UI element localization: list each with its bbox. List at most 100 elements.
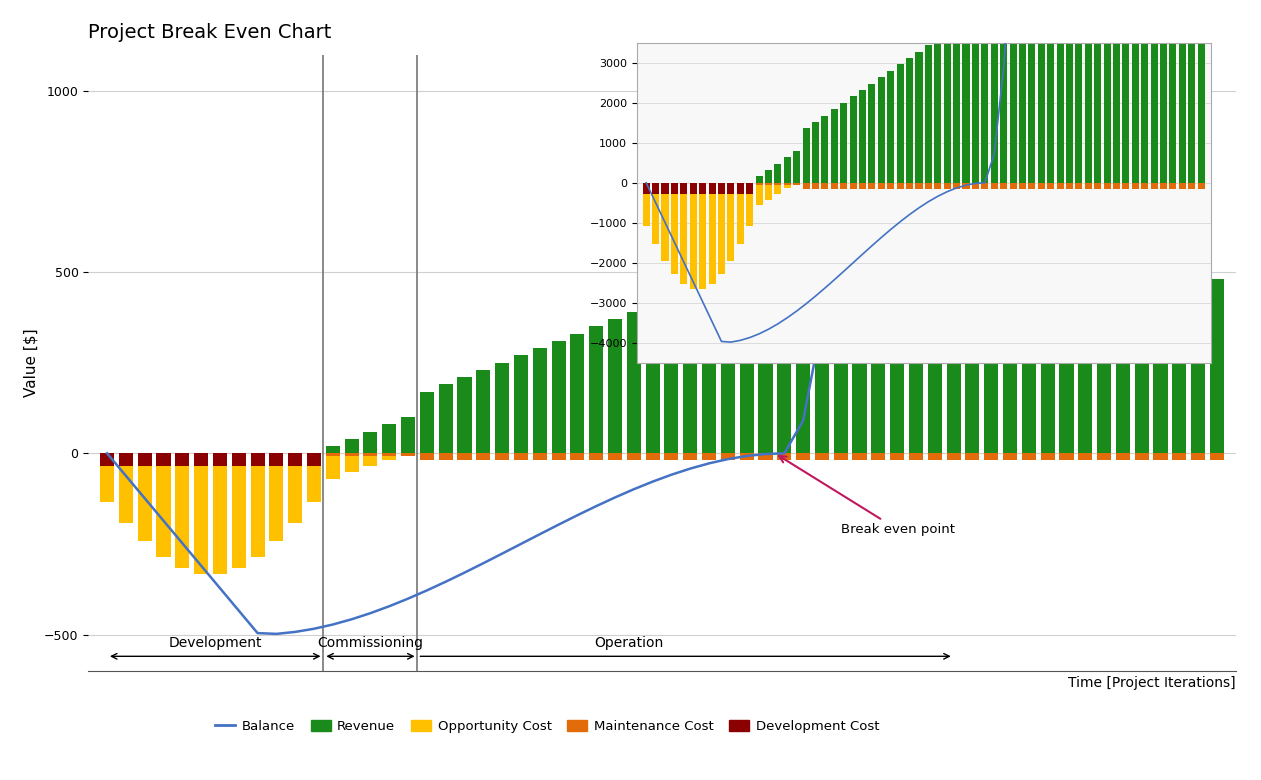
Bar — [831, 109, 837, 183]
Bar — [736, 183, 744, 194]
Bar — [871, 453, 885, 460]
Bar — [646, 453, 660, 460]
Bar — [840, 183, 847, 189]
Bar — [915, 183, 923, 189]
Bar — [496, 453, 509, 460]
Bar — [962, 183, 970, 189]
Bar — [1059, 279, 1073, 453]
Bar — [815, 453, 828, 460]
Bar — [981, 183, 989, 189]
Bar — [1113, 183, 1120, 189]
Bar — [344, 453, 358, 456]
Bar — [852, 453, 866, 460]
Bar — [1154, 453, 1168, 460]
Bar — [251, 466, 265, 557]
Bar — [1198, 183, 1204, 189]
Bar — [1040, 453, 1054, 460]
Bar — [1002, 279, 1018, 453]
Bar — [907, 58, 913, 183]
Bar — [871, 279, 885, 453]
Bar — [802, 183, 810, 189]
Bar — [652, 183, 660, 194]
Bar — [1076, 183, 1082, 189]
Bar — [156, 466, 170, 557]
Bar — [608, 319, 622, 453]
Bar — [608, 453, 622, 460]
Bar — [382, 453, 396, 456]
Bar — [943, 183, 951, 189]
Bar — [683, 453, 697, 460]
Bar — [1038, 183, 1045, 189]
Bar — [1066, 30, 1073, 183]
Bar — [991, 183, 997, 189]
Bar — [680, 194, 687, 284]
Bar — [100, 453, 115, 466]
Bar — [270, 453, 284, 466]
Bar — [928, 279, 942, 453]
Bar — [897, 65, 904, 183]
Bar — [981, 183, 989, 189]
Bar — [709, 194, 715, 284]
Bar — [878, 183, 885, 189]
Bar — [1160, 183, 1168, 189]
Bar — [1173, 453, 1187, 460]
Bar — [1047, 183, 1054, 189]
Bar — [915, 51, 923, 183]
Bar — [1078, 279, 1092, 453]
Bar — [888, 183, 894, 189]
Bar — [420, 453, 434, 460]
Bar — [702, 453, 716, 460]
Bar — [1188, 183, 1195, 189]
Bar — [232, 453, 246, 466]
Bar — [1173, 279, 1187, 453]
Bar — [755, 183, 763, 205]
Bar — [928, 453, 942, 460]
Bar — [878, 183, 885, 189]
Bar — [1021, 453, 1035, 460]
Bar — [551, 341, 566, 453]
Bar — [984, 279, 999, 453]
Bar — [934, 183, 941, 189]
Bar — [100, 466, 115, 502]
Bar — [514, 453, 528, 460]
Bar — [1019, 30, 1026, 183]
Bar — [1097, 279, 1111, 453]
Bar — [740, 453, 754, 460]
Bar — [194, 466, 208, 574]
Bar — [1002, 453, 1018, 460]
Bar — [1103, 30, 1111, 183]
Bar — [821, 183, 828, 189]
Bar — [747, 194, 753, 226]
Bar — [1019, 183, 1026, 189]
Bar — [850, 97, 856, 183]
Bar — [947, 279, 961, 453]
Bar — [699, 183, 706, 194]
Bar — [363, 453, 377, 456]
Bar — [589, 327, 603, 453]
Bar — [812, 122, 820, 183]
Bar — [477, 453, 491, 460]
Bar — [589, 453, 603, 460]
Bar — [909, 453, 923, 460]
Bar — [915, 183, 923, 189]
Bar — [306, 453, 322, 466]
Bar — [784, 183, 791, 189]
Bar — [755, 176, 763, 183]
Bar — [1209, 453, 1224, 460]
Bar — [496, 363, 509, 453]
Bar — [344, 453, 358, 473]
Bar — [477, 453, 491, 460]
Bar — [897, 183, 904, 189]
Bar — [1057, 183, 1063, 189]
Bar — [570, 334, 584, 453]
Bar — [702, 279, 716, 453]
Bar — [793, 183, 801, 186]
Bar — [962, 30, 970, 183]
Bar — [972, 30, 979, 183]
Bar — [869, 183, 875, 189]
Bar — [1160, 30, 1168, 183]
Bar — [774, 164, 782, 183]
Bar — [1113, 183, 1120, 189]
Bar — [1021, 453, 1035, 460]
Bar — [758, 453, 773, 460]
